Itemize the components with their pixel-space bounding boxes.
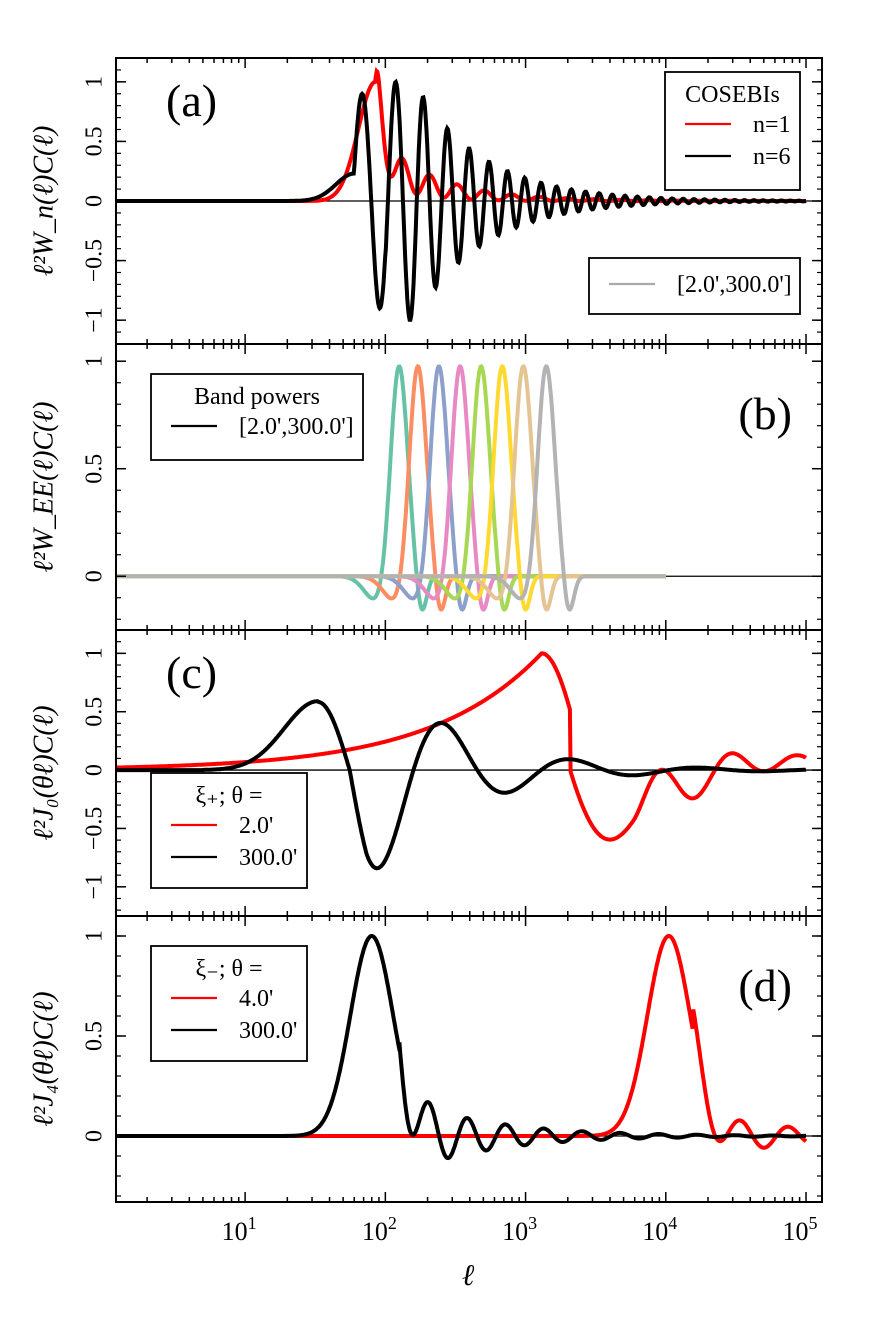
legend-box (588, 257, 801, 315)
x-tick-label: 102 (362, 1213, 397, 1246)
y-tick-label: 0 (82, 1130, 108, 1142)
y-tick-label: −1 (82, 307, 108, 333)
panel-label: (b) (738, 388, 792, 439)
panel-label: (a) (166, 75, 217, 126)
y-tick-label: 0 (82, 764, 108, 776)
x-tick-label-exp: 3 (528, 1213, 537, 1233)
y-tick-label: 0.5 (82, 126, 108, 156)
legend: COSEBIs n=1 n=6 (664, 71, 801, 191)
x-tick-label-base: 10 (502, 1217, 528, 1246)
x-tick-label-exp: 1 (248, 1213, 257, 1233)
legend-entry-label: [2.0',300.0'] (677, 272, 792, 298)
y-tick-label: 1 (82, 355, 108, 367)
legend-box (150, 772, 308, 889)
panel-label: (d) (738, 960, 792, 1011)
legend-title: ξ₋; θ = (195, 956, 262, 982)
series-line-d-2 (116, 934, 806, 1161)
x-tick-label-base: 10 (642, 1217, 668, 1246)
series-line-c-1 (116, 651, 807, 842)
x-tick-label-exp: 4 (668, 1213, 677, 1233)
y-tick-label: −0.5 (82, 239, 108, 283)
legend-entry-label: 300.0' (239, 1018, 297, 1044)
series-line-a-2 (116, 78, 807, 322)
legend-entry-label: [2.0',300.0'] (239, 414, 354, 440)
panel-d: 1 0.5 0 ℓ²J₄(θℓ)C(ℓ) (d) ξ₋; θ = 4.0' 300.0' (28, 915, 823, 1203)
x-tick-label-base: 10 (362, 1217, 388, 1246)
legend-title: Band powers (194, 384, 320, 410)
series-line-b-8 (116, 364, 666, 612)
y-axis-label: ℓ²W_EE(ℓ)C(ℓ) (28, 402, 59, 573)
legend: ξ₊; θ = 2.0' 300.0' (150, 772, 308, 889)
y-tick-label: −1 (82, 874, 108, 900)
legend-box (150, 945, 308, 1062)
panels-group: 1 0.5 0 −0.5 −1 ℓ²W_n(ℓ)C(ℓ) (a) COSEBIs n=1 n=6 [… (28, 57, 823, 1203)
x-axis-label: ℓ (462, 1259, 475, 1292)
legend: Band powers [2.0',300.0'] (150, 373, 364, 461)
y-tick-label: 0.5 (82, 697, 108, 727)
x-tick-label: 101 (222, 1213, 257, 1246)
legend-box (664, 71, 801, 191)
legend-entry-label: n=1 (753, 112, 791, 138)
y-tick-label: 0.5 (82, 1021, 108, 1051)
panel-c: 1 0.5 0 −0.5 −1 ℓ²J₀(θℓ)C(ℓ) (c) ξ₊; θ = 2.0' 300… (28, 629, 823, 917)
legend-title: ξ₊; θ = (195, 783, 262, 809)
y-tick-label: 1 (82, 930, 108, 942)
y-tick-label: 0 (82, 195, 108, 207)
y-axis-label: ℓ²W_n(ℓ)C(ℓ) (28, 126, 59, 277)
legend-box (150, 373, 364, 461)
x-tick-label: 104 (642, 1213, 677, 1246)
legend-entry-label: 300.0' (239, 845, 297, 871)
legend: ξ₋; θ = 4.0' 300.0' (150, 945, 308, 1062)
y-tick-label: −0.5 (82, 807, 108, 851)
y-tick-label: 0 (82, 570, 108, 582)
axes-frame (115, 915, 823, 1203)
legend-title: COSEBIs (685, 82, 780, 108)
y-tick-label: 1 (82, 76, 108, 88)
x-axis-tick-labels: 101 102 103 104 105 (222, 1213, 818, 1246)
x-tick-label: 105 (783, 1213, 818, 1246)
panel-a: 1 0.5 0 −0.5 −1 ℓ²W_n(ℓ)C(ℓ) (a) COSEBIs n=1 n=6 [… (28, 57, 823, 345)
y-tick-label: 1 (82, 647, 108, 659)
series-line-c-2 (116, 699, 807, 871)
legend-entry-label: n=6 (753, 144, 791, 170)
x-tick-label-exp: 5 (809, 1213, 818, 1233)
legend: [2.0',300.0'] (588, 257, 801, 315)
y-tick-label: 0.5 (82, 454, 108, 484)
panel-b: 1 0.5 0 ℓ²W_EE(ℓ)C(ℓ) (b) Band powers [2.0',30… (28, 343, 823, 631)
x-tick-label-base: 10 (222, 1217, 248, 1246)
x-tick-label-base: 10 (783, 1217, 809, 1246)
x-tick-label: 103 (502, 1213, 537, 1246)
legend-entry-label: 2.0' (239, 813, 273, 839)
panel-label: (c) (166, 647, 217, 698)
y-axis-label: ℓ²J₄(θℓ)C(ℓ) (28, 991, 59, 1126)
y-axis-label: ℓ²J₀(θℓ)C(ℓ) (28, 705, 59, 840)
x-tick-label-exp: 2 (388, 1213, 397, 1233)
legend-entry-label: 4.0' (239, 986, 273, 1012)
